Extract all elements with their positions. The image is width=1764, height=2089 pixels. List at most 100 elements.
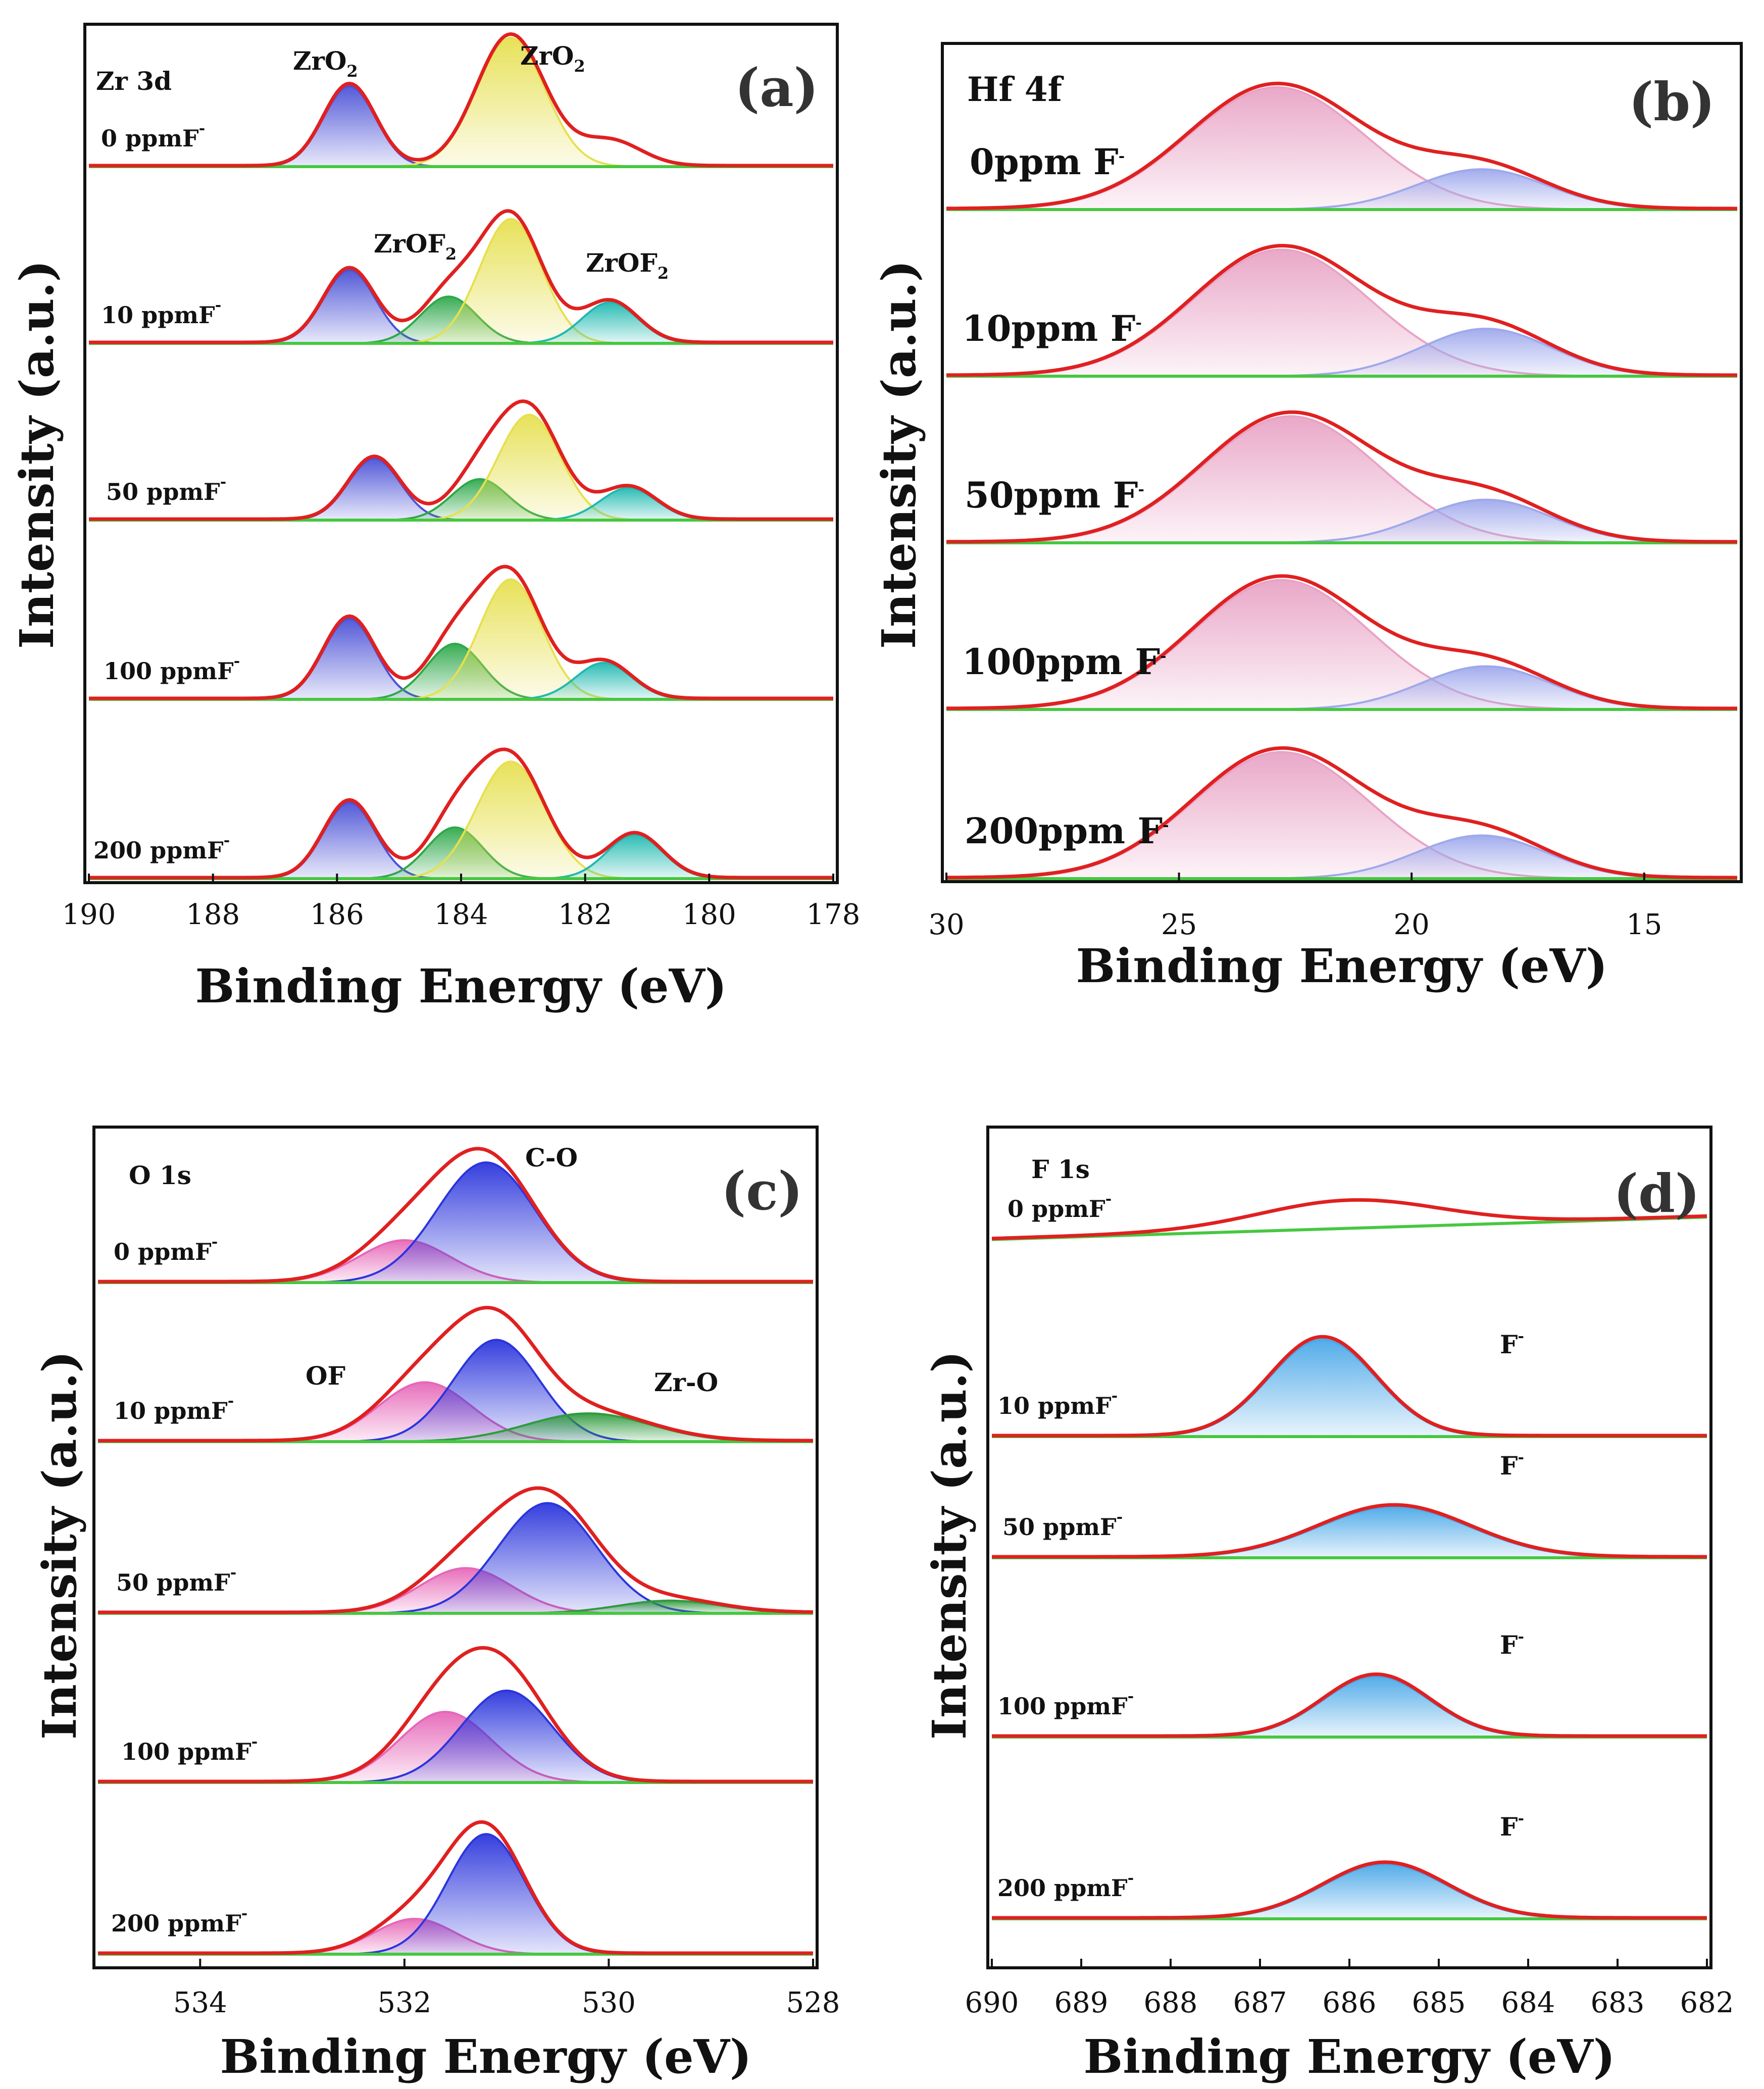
panel-b-envelope-2 (946, 410, 1737, 544)
panel-d-series-label-1: 10 ppmF- (997, 1387, 1118, 1419)
panel-d-tick-label-4: 686 (1323, 1986, 1377, 2019)
panel-c-peak-of: OF (306, 1361, 345, 1391)
panel-c-spectra: 0 ppmF- 10 ppmF- 50 ppmF- 100 ppmF- 200 ppmF… (98, 1147, 814, 1956)
panel-a-tick-label-1: 188 (186, 898, 240, 931)
panel-c-peak-area-3-1 (98, 1691, 813, 1782)
panel-b-core-level: Hf 4f (967, 70, 1064, 109)
panel-b-peak-area-3-0 (946, 580, 1737, 709)
panel-b-peak-area-0-0 (946, 87, 1737, 210)
panel-d-envelope-2 (992, 1503, 1707, 1559)
panel-b-peak-area-1-0 (946, 249, 1737, 376)
panel-a-peak-zro2-right: ZrO2 (520, 41, 585, 76)
panel-d-spectrum-2: 50 ppmF- F- (992, 1449, 1707, 1559)
panel-b-tick-label-0: 30 (928, 908, 964, 941)
panel-d-series-label-4: 200 ppmF- (997, 1869, 1134, 1902)
panel-c-spectrum-1: 10 ppmF- (98, 1306, 813, 1443)
panel-d-tick-label-3: 687 (1233, 1986, 1287, 2019)
panel-d-peak-label-4: F- (1500, 1810, 1524, 1842)
panel-a-spectrum-4: 200 ppmF- (89, 747, 833, 880)
panel-d-peak-area-2-0 (992, 1507, 1707, 1558)
panel-d-series-label-3: 100 ppmF- (997, 1688, 1134, 1720)
panel-d-envelope-3 (992, 1672, 1707, 1738)
panel-c-label: (c) (721, 1160, 803, 1222)
panel-d-peak-label-2: F- (1500, 1449, 1524, 1481)
panel-a-tick-label-6: 178 (807, 898, 861, 931)
panel-d-peak-label-1: F- (1500, 1328, 1524, 1359)
panel-c-envelope-2 (98, 1486, 814, 1614)
panel-a-peak-area-2-1 (89, 479, 833, 520)
panel-c-series-label-3: 100 ppmF- (121, 1733, 258, 1765)
panel-a-envelope-3 (89, 565, 833, 700)
panel-a-peak-area-1-2 (89, 219, 833, 343)
panel-c-series-label-2: 50 ppmF- (116, 1564, 236, 1596)
panel-c-x-ticks: 534 532 530 528 (173, 1959, 840, 2019)
panel-b-peak-area-2-1 (946, 499, 1737, 543)
panel-d-envelope-1 (992, 1335, 1707, 1438)
panel-d-tick-label-6: 684 (1501, 1986, 1555, 2019)
panel-d-f1s: 0 ppmF-10 ppmF-F-50 ppmF-F-100 ppmF-F-20… (922, 1126, 1734, 2084)
panel-b-peak-area-4-0 (946, 752, 1737, 879)
panel-c-peak-area-1-1 (98, 1340, 813, 1442)
panel-c-spectrum-0: 0 ppmF- (98, 1147, 813, 1284)
panel-a-zr3d: 0 ppmF- 10 ppmF- 50 ppmF- 100 ppmF- 200 ppmF… (10, 23, 861, 1013)
panel-d-tick-label-1: 689 (1054, 1986, 1108, 2019)
panel-a-tick-label-4: 182 (558, 898, 612, 931)
panel-a-spectrum-2: 50 ppmF- (89, 399, 833, 522)
panel-c-tick-label-2: 530 (582, 1986, 636, 2019)
panel-a-envelope-2 (89, 399, 833, 521)
panel-b-tick-label-1: 25 (1161, 908, 1197, 941)
panel-c-envelope-4 (98, 1820, 813, 1955)
panel-d-y-axis-title: Intensity (a.u.) (922, 1351, 977, 1740)
panel-b-peak-area-4-1 (946, 835, 1737, 879)
panel-b-spectra: 0ppm F- 10ppm F- 50ppm F- 100ppm F- 200ppm F… (946, 81, 1737, 880)
panel-a-peak-area-4-3 (89, 835, 833, 879)
panel-b-spectrum-2: 50ppm F- (946, 410, 1737, 544)
panel-d-peak-area-4-0 (992, 1864, 1707, 1919)
panel-a-x-axis-title: Binding Energy (eV) (195, 959, 727, 1013)
panel-b-series-label-2: 50ppm F- (965, 474, 1144, 516)
panel-d-tick-label-7: 683 (1591, 1986, 1645, 2019)
panel-c-x-axis-title: Binding Energy (eV) (220, 2029, 752, 2084)
panel-b-envelope-3 (946, 574, 1737, 710)
panel-c-tick-label-0: 534 (173, 1986, 227, 2019)
panel-d-series-label-2: 50 ppmF- (1002, 1508, 1123, 1541)
panel-c-tick-label-3: 528 (786, 1986, 840, 2019)
panel-d-x-axis-title: Binding Energy (eV) (1084, 2029, 1616, 2084)
panel-b-hf4f: 0ppm F- 10ppm F- 50ppm F- 100ppm F- 200ppm F… (872, 42, 1743, 993)
panel-b-envelope-4 (946, 746, 1737, 880)
panel-c-envelope-0 (98, 1147, 813, 1284)
panel-c-series-label-0: 0 ppmF- (114, 1233, 218, 1265)
panel-a-spectrum-0: 0 ppmF- (89, 32, 833, 168)
panel-b-tick-label-3: 15 (1626, 908, 1662, 941)
panel-a-y-axis-title: Intensity (a.u.) (10, 260, 64, 649)
panel-c-series-label-1: 10 ppmF- (114, 1392, 234, 1424)
panel-a-spectrum-3: 100 ppmF- (89, 565, 833, 701)
panel-a-envelope-0 (89, 32, 833, 168)
panel-d-tick-label-8: 682 (1680, 1986, 1734, 2019)
panel-b-series-label-3: 100ppm F- (962, 641, 1167, 683)
panel-c-peak-zr-o: Zr-O (654, 1367, 718, 1397)
panel-b-label: (b) (1629, 71, 1715, 133)
panel-a-peak-area-0-1 (89, 37, 833, 167)
panel-c-peak-area-4-1 (98, 1834, 813, 1954)
panel-c-core-level: O 1s (129, 1160, 191, 1190)
panel-a-envelope-1 (89, 209, 833, 344)
panel-d-tick-label-0: 690 (965, 1986, 1019, 2019)
panel-a-peak-area-1-3 (89, 302, 833, 343)
panel-b-peak-area-1-1 (946, 329, 1737, 376)
panel-b-tick-label-2: 20 (1394, 908, 1430, 941)
panel-a-label: (a) (735, 57, 819, 119)
panel-d-x-ticks: 690 689 688 687 686 685 684 683 682 (965, 1959, 1734, 2019)
panel-a-series-label-1: 10 ppmF- (101, 296, 221, 329)
panel-c-spectrum-3: 100 ppmF- (98, 1646, 813, 1784)
panel-b-spectrum-1: 10ppm F- (946, 243, 1737, 378)
panel-c-envelope-3 (98, 1646, 813, 1784)
panel-a-peak-area-3-2 (89, 579, 833, 699)
panel-a-peak-area-4-2 (89, 761, 833, 879)
panel-c-peak-area-0-1 (98, 1162, 813, 1283)
panel-c-spectrum-2: 50 ppmF- (98, 1486, 814, 1615)
panel-b-spectrum-3: 100ppm F- (946, 574, 1737, 711)
panel-c-peak-c-o: C-O (525, 1143, 578, 1173)
panel-a-x-ticks: 190 188 186 184 182 180 178 (62, 874, 861, 931)
panel-d-peak-area-1-0 (992, 1340, 1707, 1437)
